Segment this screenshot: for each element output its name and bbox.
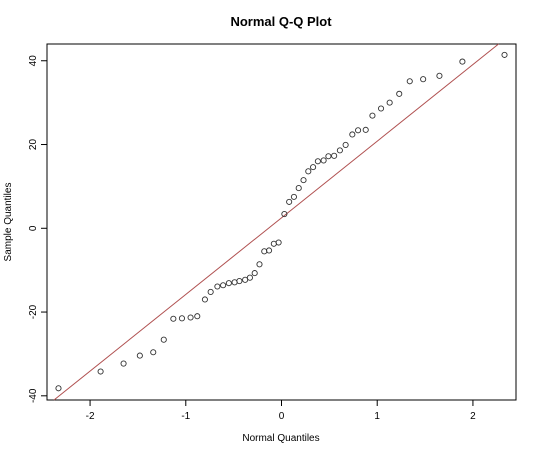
data-point [300, 177, 307, 184]
data-point [150, 349, 157, 356]
data-point [207, 288, 214, 295]
y-axis: -40 -20 0 20 40 [28, 55, 47, 403]
data-point [236, 278, 243, 285]
data-point [369, 112, 376, 119]
data-point [286, 198, 293, 205]
x-tick-label: 0 [279, 411, 285, 422]
data-point [220, 282, 227, 289]
data-point [310, 164, 317, 171]
data-point [406, 78, 413, 85]
data-point [194, 313, 201, 320]
y-tick-label: 40 [28, 55, 39, 67]
data-point [314, 158, 321, 165]
data-point [290, 193, 297, 200]
data-point [362, 126, 369, 133]
data-point [325, 153, 332, 160]
data-point [261, 248, 268, 255]
data-point [225, 280, 232, 287]
data-point [97, 368, 104, 375]
data-point [281, 210, 288, 218]
data-point [349, 131, 356, 138]
data-point [420, 76, 427, 83]
qq-reference-line [53, 43, 499, 401]
y-tick-label: -40 [28, 388, 39, 403]
x-axis-label: Normal Quantiles [242, 433, 319, 444]
x-tick-label: -2 [86, 411, 95, 422]
y-tick-label: 20 [28, 139, 39, 151]
data-point [331, 152, 338, 159]
y-axis-label: Sample Quantiles [3, 183, 14, 262]
data-point [201, 296, 208, 303]
data-point [160, 336, 167, 343]
data-point [256, 261, 263, 268]
data-point [501, 51, 508, 58]
x-tick-label: 2 [470, 411, 476, 422]
data-point [396, 90, 403, 97]
x-axis: -2 -1 0 1 2 [86, 400, 476, 422]
data-point [436, 72, 443, 79]
chart-title: Normal Q-Q Plot [230, 14, 332, 29]
y-tick-label: -20 [28, 304, 39, 319]
x-tick-label: -1 [181, 411, 190, 422]
plot-frame [46, 43, 517, 401]
data-point [136, 352, 143, 359]
data-point [336, 147, 343, 154]
x-tick-label: 1 [374, 411, 380, 422]
data-point [187, 314, 194, 321]
plot-area [46, 43, 517, 401]
data-point [120, 360, 127, 367]
data-point [214, 283, 221, 290]
data-point [246, 274, 253, 281]
data-point [386, 99, 393, 106]
data-point [275, 239, 282, 246]
y-tick-label: 0 [28, 225, 39, 231]
data-point [55, 385, 62, 392]
data-point [178, 315, 186, 322]
data-point [251, 270, 258, 277]
data-point [266, 247, 273, 254]
data-point [320, 157, 327, 164]
data-point [342, 141, 349, 148]
data-point [377, 105, 385, 112]
data-point [355, 127, 362, 134]
data-point [170, 315, 177, 322]
data-point [305, 168, 312, 175]
data-point [459, 58, 466, 65]
data-point [295, 185, 302, 192]
